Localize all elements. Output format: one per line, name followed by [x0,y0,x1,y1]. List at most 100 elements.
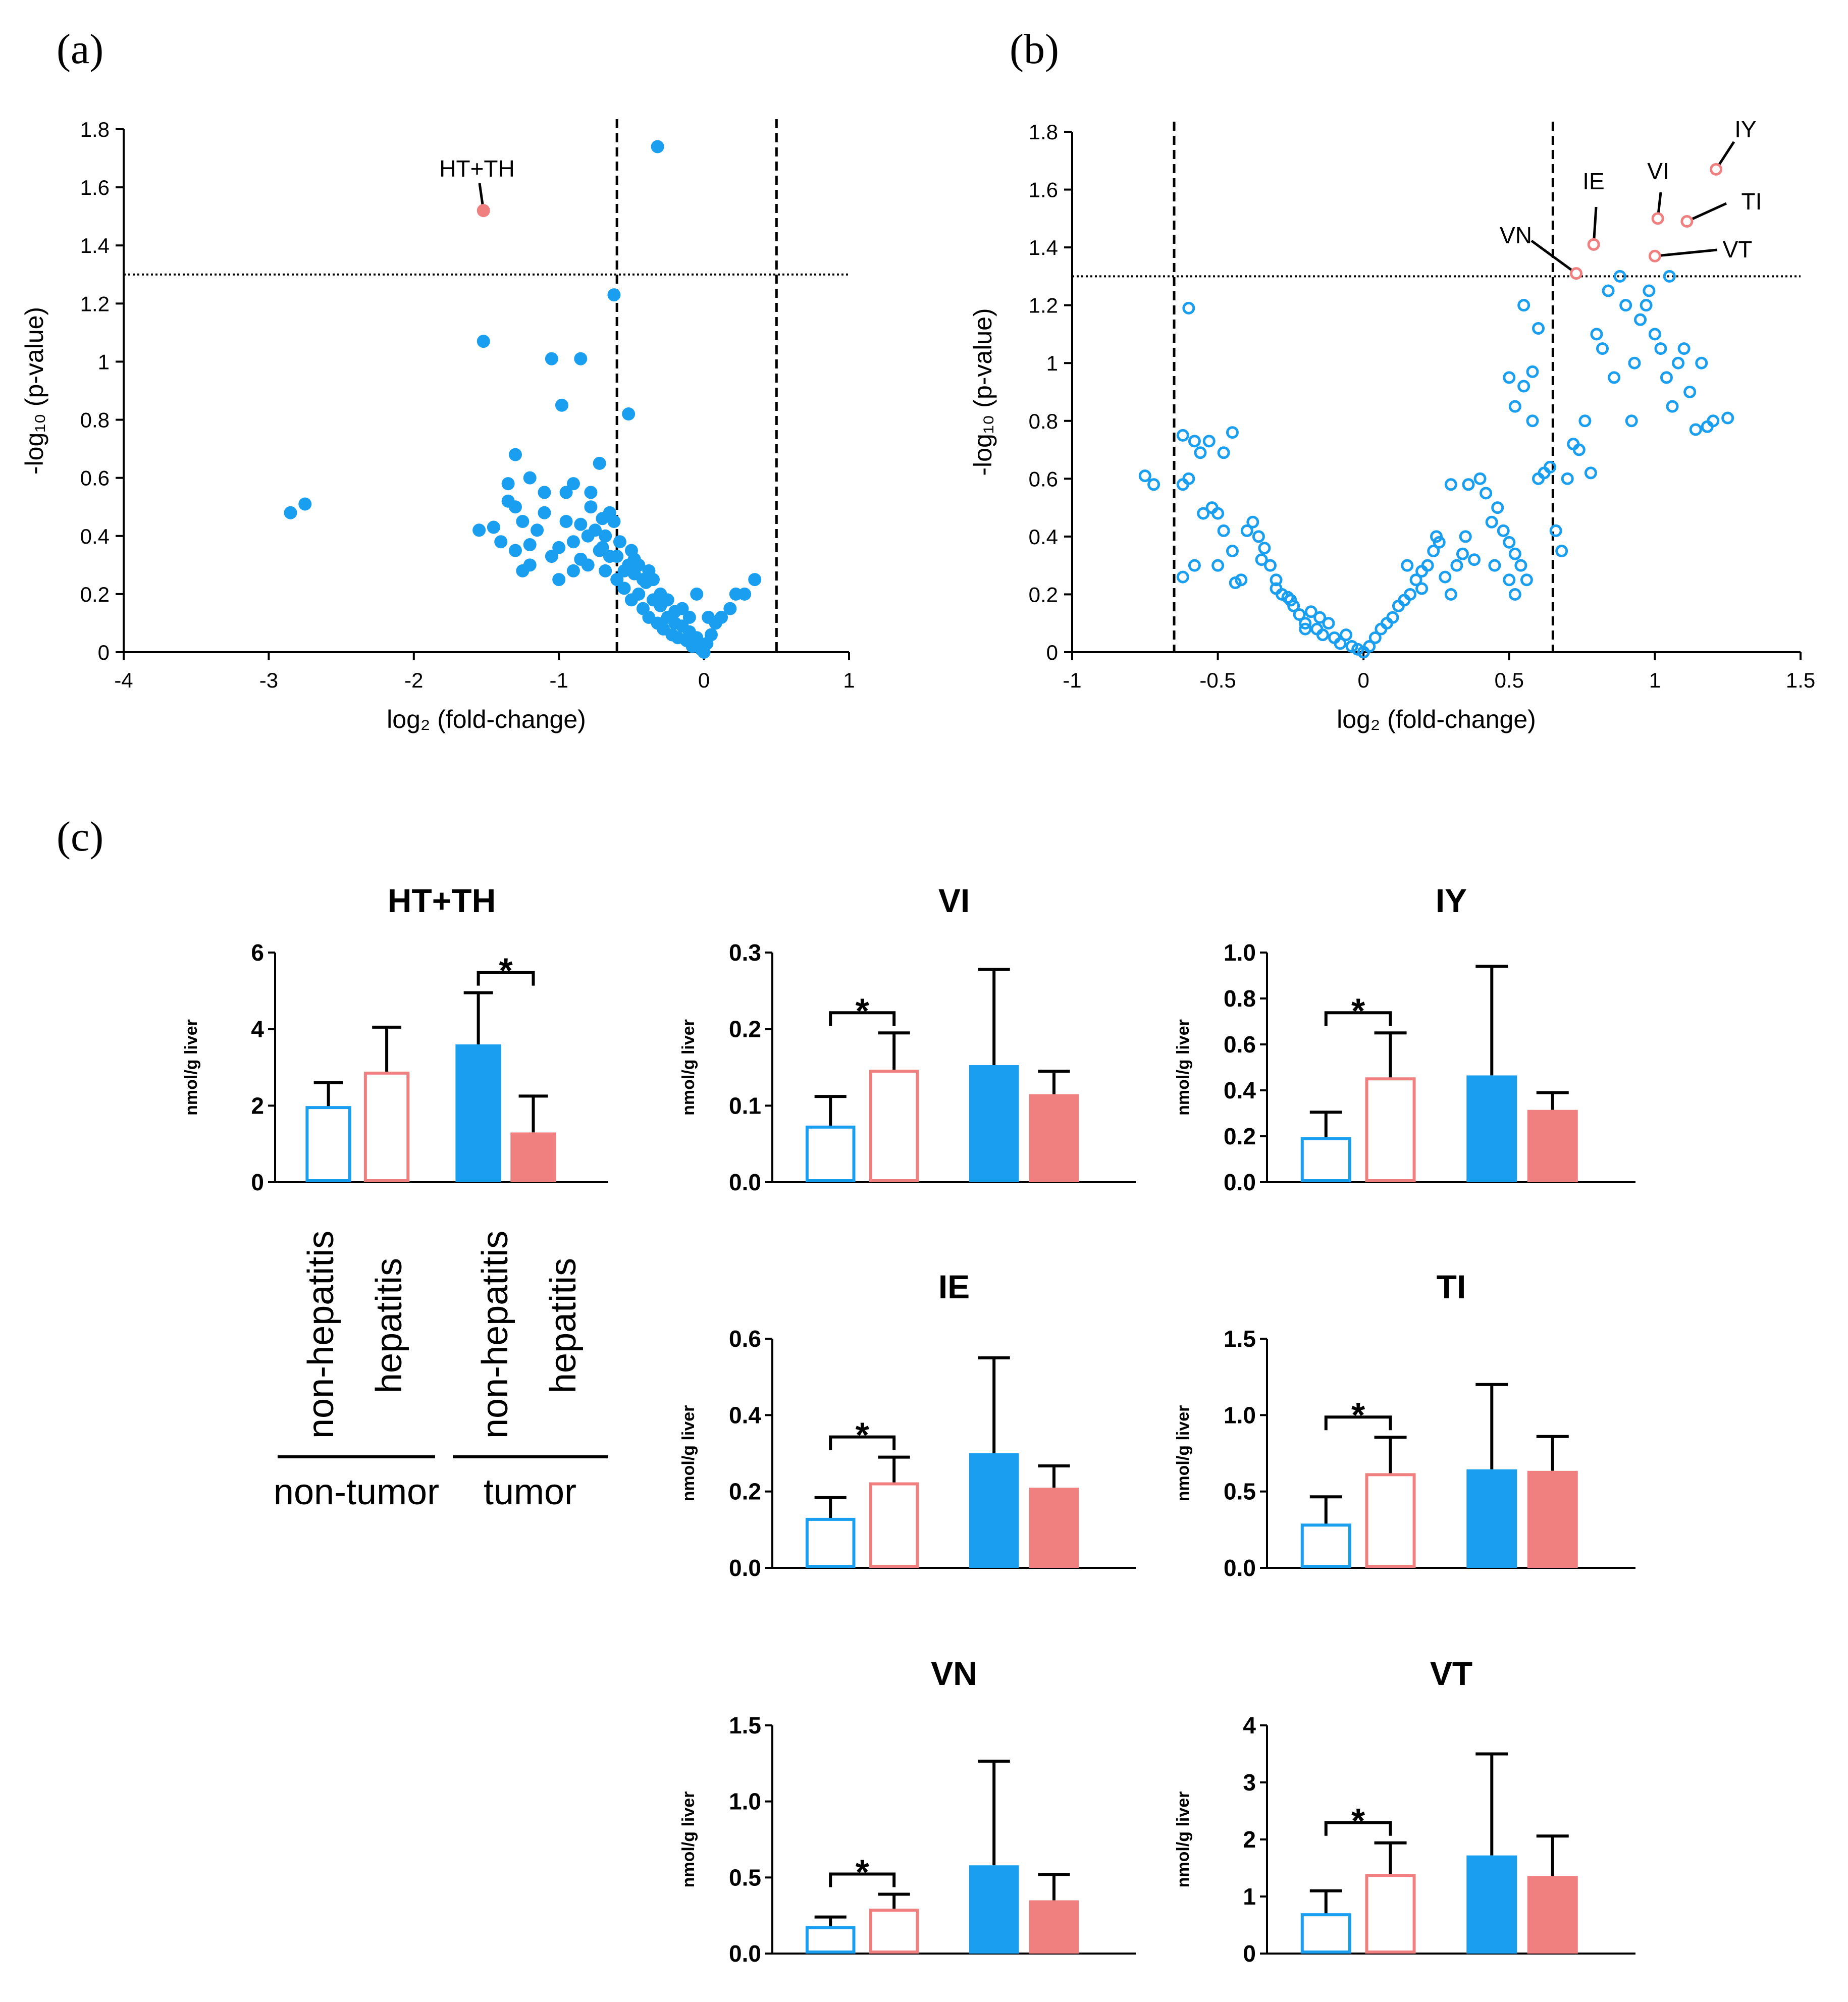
data-point [472,523,486,537]
bar-chart-ie: 0.0 0.2 0.4 0.6 IE nmol/g liver * [679,1268,1136,1581]
data-point [1229,576,1242,590]
x-tick-label: -2 [404,668,423,692]
annotation-label: TI [1741,188,1762,215]
data-point [1211,559,1225,572]
significance-star: * [856,1852,870,1891]
data-point [1188,559,1201,572]
y-tick-label: 0.4 [80,524,110,548]
data-point [1526,365,1539,378]
y-tick-label: 1.6 [1029,178,1058,202]
data-point [1695,356,1708,370]
annotation-label: VT [1723,236,1753,262]
data-point [1252,530,1265,543]
data-point [574,352,588,365]
data-point [1316,628,1329,642]
data-point [690,631,704,645]
data-point [1450,559,1463,572]
x-axis-label: log₂ (fold-change) [1337,705,1536,733]
data-point [1488,559,1501,572]
highlight-point [1680,215,1694,228]
data-point [1444,478,1457,491]
data-point [1485,515,1498,529]
chart-title: IY [1436,882,1467,919]
data-point [1643,284,1656,297]
bar [1466,1075,1517,1182]
y-tick-label: 0.2 [729,1016,761,1042]
data-point [1648,328,1661,341]
y-tick-label: 0.3 [729,939,761,966]
data-point [1491,501,1504,514]
bar [969,1453,1019,1568]
data-point [523,558,537,572]
significance-star: * [499,951,513,990]
data-point [642,564,656,577]
bar [510,1132,556,1182]
data-point [748,573,762,587]
y-tick-label: 1.8 [1029,120,1058,144]
y-tick-label: 4 [251,1016,264,1042]
data-point [1503,536,1516,549]
data-point [1176,570,1189,584]
data-point [566,477,580,491]
x-tick-label: 1 [843,668,855,692]
data-point [1549,524,1562,537]
data-point [603,506,616,519]
y-axis-label: -log₁₀ (p-value) [20,307,48,475]
y-tick-label: 1.6 [80,176,110,199]
data-point [1226,426,1239,439]
highlight-point [1570,267,1583,280]
y-tick-label: 0.0 [729,1940,761,1967]
y-tick-label: 0.4 [729,1402,761,1428]
highlight-point [1587,238,1600,251]
x-tick-label: 0 [1358,668,1369,692]
data-point [1404,588,1417,601]
category-label-hepatitis-2: hepatitis [543,1258,584,1393]
y-tick-label: 0.0 [1224,1555,1256,1581]
data-point [661,593,674,607]
y-tick-label: 0.0 [729,1169,761,1195]
data-point [1503,573,1516,587]
data-point [1584,466,1597,480]
data-point [1182,301,1195,314]
y-axis-label: -log₁₀ (p-value) [969,308,997,476]
data-point [1517,299,1530,312]
group-label-non-tumor: non-tumor [274,1472,439,1512]
data-point [1707,414,1720,428]
data-point [1211,507,1225,520]
data-point [1363,640,1376,653]
y-tick-label: 0.2 [729,1479,761,1505]
data-point [1520,573,1533,587]
data-point [1532,472,1545,485]
data-point [1217,524,1230,537]
data-point [501,477,515,491]
y-tick-label: 1.0 [1224,1402,1256,1428]
data-point [477,335,490,348]
data-point [1299,617,1312,630]
data-point [1619,299,1632,312]
y-axis-label: nmol/g liver [182,1019,201,1116]
y-tick-label: 0.0 [1224,1169,1256,1195]
y-tick-label: 1.5 [729,1712,761,1738]
annotation-leader-line [1655,248,1718,257]
data-point [1628,356,1641,370]
highlight-point [1648,249,1661,262]
x-axis-label: log₂ (fold-change) [387,705,586,733]
data-point [1386,611,1399,624]
data-point [1421,559,1434,572]
data-point [1555,545,1568,558]
highlight-point [1651,212,1664,225]
data-point [581,529,595,543]
data-point [1304,605,1317,618]
y-axis-label: nmol/g liver [1174,1405,1193,1502]
y-tick-label: 1.5 [1224,1326,1256,1352]
chart-title: VI [938,882,970,919]
data-point [1602,284,1615,297]
data-point [738,587,752,601]
data-point [1293,608,1306,621]
bar [1300,1913,1351,1954]
x-tick-label: -4 [114,668,133,692]
bar-charts-c: 0 2 4 6 HT+TH nmol/g liver * 0.0 0.1 0.2 0.3 VI nmol… [182,882,1635,1967]
y-tick-label: 1.0 [1224,939,1256,966]
data-point [1263,559,1277,572]
data-point [1596,342,1609,355]
